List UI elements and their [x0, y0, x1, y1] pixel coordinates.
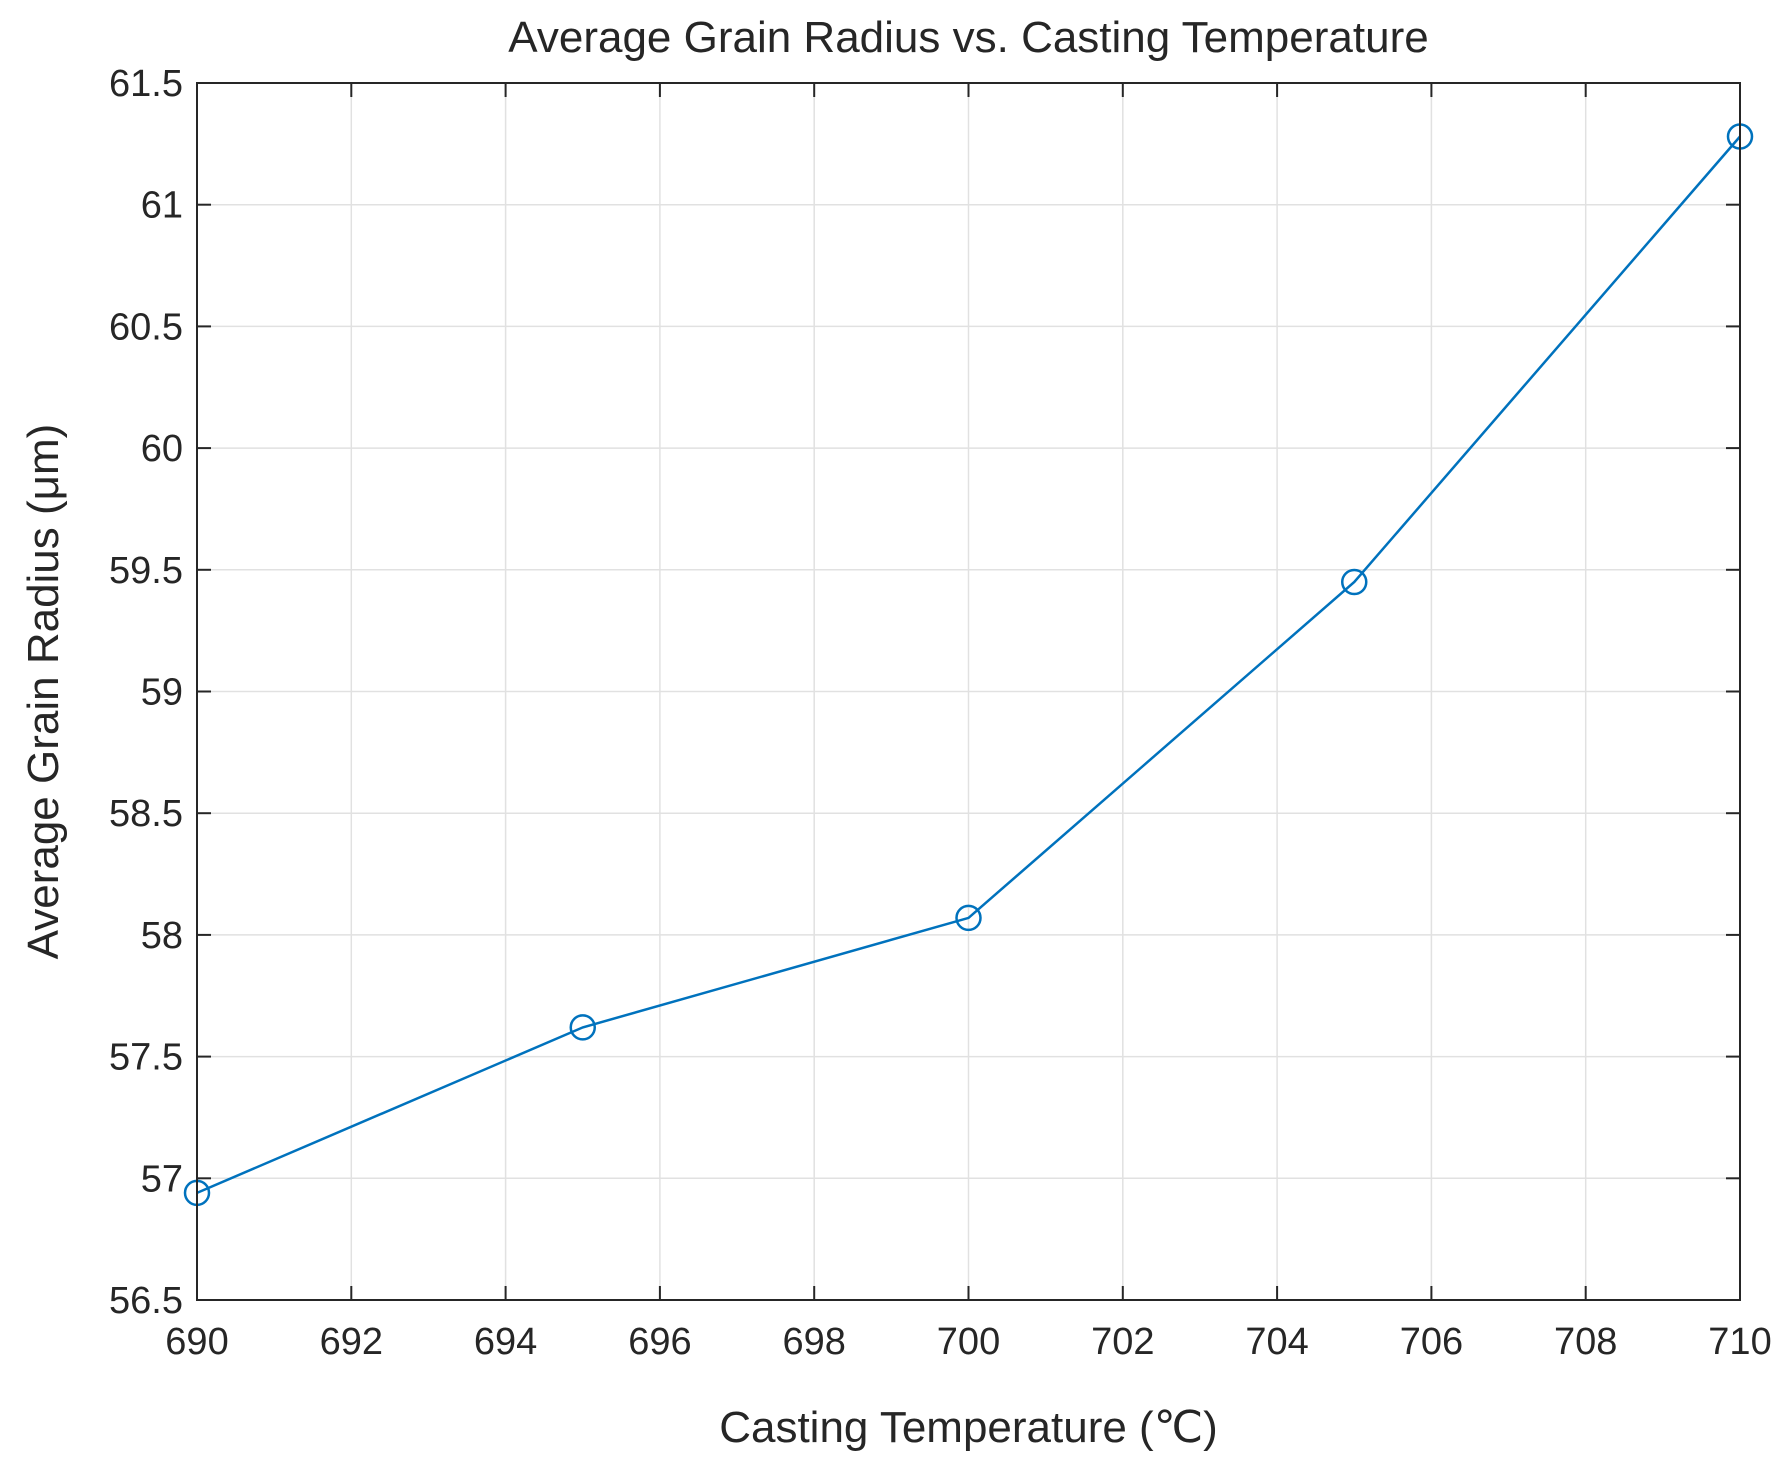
grid-lines — [197, 83, 1740, 1300]
y-tick-label: 56.5 — [109, 1280, 183, 1322]
y-tick-label: 61.5 — [109, 63, 183, 105]
y-tick-label: 60 — [141, 428, 183, 470]
axis-ticks — [196, 82, 1741, 1301]
x-tick-label: 704 — [1245, 1321, 1308, 1363]
series-line — [196, 135, 1741, 1195]
x-axis-label: Casting Temperature (℃) — [719, 1403, 1218, 1452]
x-tick-label: 690 — [165, 1321, 228, 1363]
y-tick-label: 57 — [141, 1158, 183, 1200]
x-tick-label: 692 — [320, 1321, 383, 1363]
x-tick-label: 706 — [1400, 1321, 1463, 1363]
y-tick-label: 61 — [141, 185, 183, 227]
y-tick-label: 59 — [141, 672, 183, 714]
y-tick-label: 58.5 — [109, 793, 183, 835]
y-tick-label: 58 — [141, 915, 183, 957]
x-tick-label: 696 — [628, 1321, 691, 1363]
x-tick-label: 698 — [782, 1321, 845, 1363]
data-point-marker — [1341, 568, 1368, 596]
x-tick-label: 710 — [1708, 1321, 1771, 1363]
y-axis-label: Average Grain Radius (μm) — [19, 424, 68, 960]
y-tick-label: 57.5 — [109, 1037, 183, 1079]
data-point-marker — [955, 904, 982, 932]
x-tick-label: 708 — [1554, 1321, 1617, 1363]
chart-title: Average Grain Radius vs. Casting Tempera… — [508, 13, 1428, 62]
axis-tick-labels: 690 692 694 696 698 700 702 704 706 708 710 56.5 57 5… — [109, 63, 1772, 1363]
x-tick-label: 702 — [1091, 1321, 1154, 1363]
x-tick-label: 700 — [937, 1321, 1000, 1363]
y-tick-label: 60.5 — [109, 306, 183, 348]
y-tick-label: 59.5 — [109, 550, 183, 592]
x-tick-label: 694 — [474, 1321, 537, 1363]
data-point-marker — [569, 1014, 596, 1041]
